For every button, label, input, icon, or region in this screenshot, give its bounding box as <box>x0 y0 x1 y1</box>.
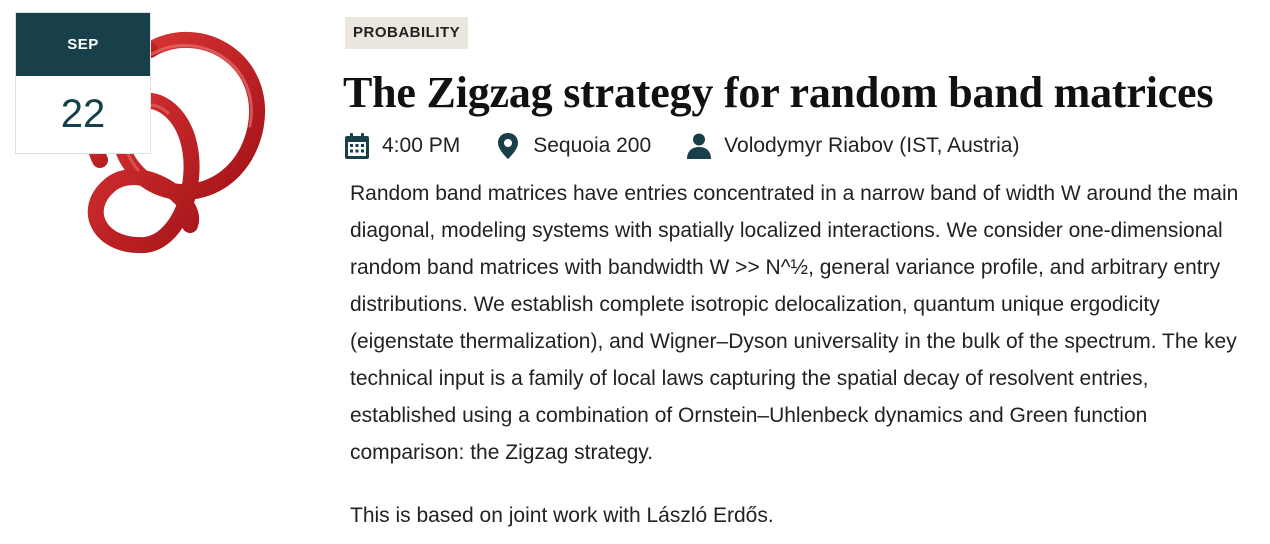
category-tag[interactable]: PROBABILITY <box>345 17 469 49</box>
event-details: PROBABILITY The Zigzag strategy for rand… <box>343 17 1250 534</box>
abstract-paragraph: Random band matrices have entries concen… <box>350 182 1239 464</box>
person-icon <box>687 133 712 159</box>
event-time-text: 4:00 PM <box>382 134 461 157</box>
event-time: 4:00 PM <box>345 133 460 159</box>
event-speaker: Volodymyr Riabov (IST, Austria) <box>687 133 1019 159</box>
event-location: Sequoia 200 <box>496 133 651 159</box>
event-day: 22 <box>60 92 106 136</box>
map-pin-icon <box>498 133 519 159</box>
event-speaker-text[interactable]: Volodymyr Riabov (IST, Austria) <box>724 134 1020 157</box>
event-title[interactable]: The Zigzag strategy for random band matr… <box>343 68 1214 117</box>
abstract-paragraph: This is based on joint work with László … <box>350 504 774 527</box>
event-location-text[interactable]: Sequoia 200 <box>533 134 652 157</box>
event-month: SEP <box>16 13 150 76</box>
event-abstract: Random band matrices have entries concen… <box>350 175 1250 534</box>
event-date-card: SEP 22 <box>16 13 150 153</box>
event-meta: 4:00 PM Sequoia 200 Volodymyr Riabov (IS… <box>345 131 1250 161</box>
calendar-icon <box>345 133 369 159</box>
